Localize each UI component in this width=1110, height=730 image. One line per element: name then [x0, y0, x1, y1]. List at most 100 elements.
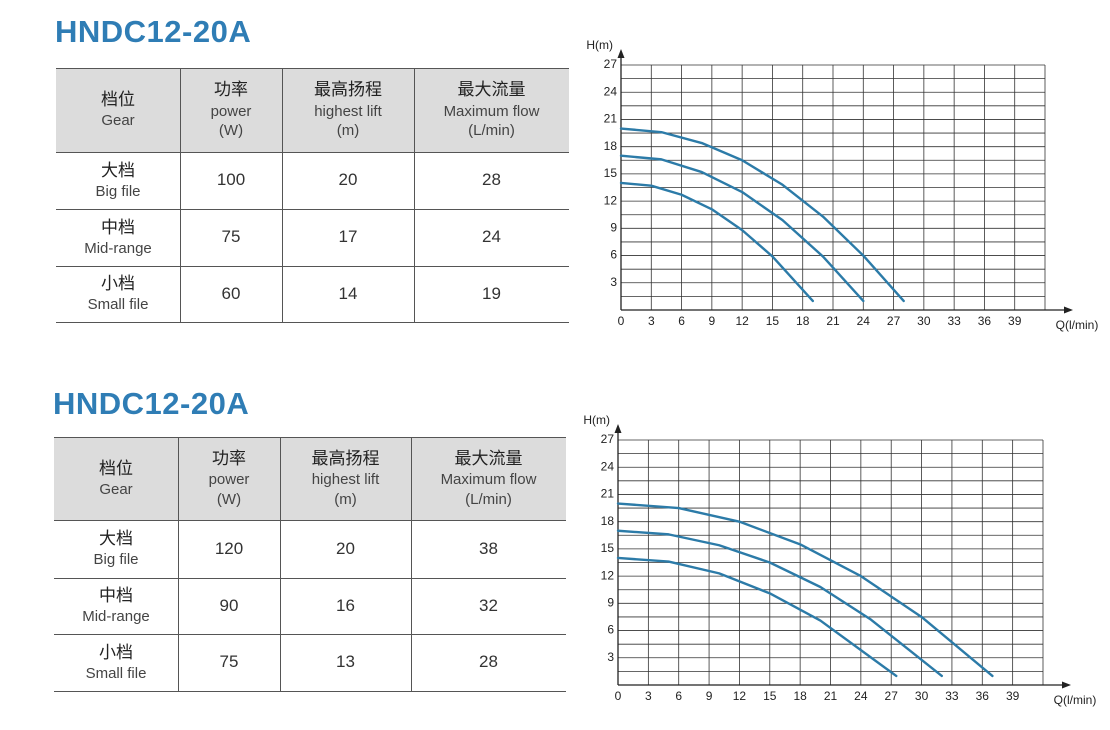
x-tick-label: 30: [917, 314, 931, 328]
pump-curve: [616, 556, 898, 678]
table-cell: 大档 Big file: [54, 520, 178, 578]
cell-line: (W): [216, 490, 242, 508]
cell-value: 17: [338, 227, 358, 247]
header-cell: 最大流量 Maximum flow (L/min): [414, 68, 569, 152]
cell-line: Gear: [99, 480, 133, 498]
x-axis-arrow: [1064, 306, 1073, 314]
table-cell: 14: [282, 266, 414, 322]
y-tick-label: 3: [610, 275, 617, 289]
cell-line: (m): [334, 490, 357, 508]
x-tick-label: 18: [793, 689, 807, 703]
cell-line: Mid-range: [84, 239, 152, 257]
x-tick-label: 27: [885, 689, 899, 703]
x-tick-label: 27: [887, 314, 901, 328]
header-cell: 最高扬程 highest lift (m): [282, 68, 414, 152]
pump-curve: [619, 127, 905, 303]
x-tick-label: 24: [854, 689, 868, 703]
table-cell: 32: [411, 578, 566, 634]
col-border: [414, 68, 415, 322]
row-border: [54, 437, 566, 438]
y-axis-arrow: [614, 424, 622, 433]
y-tick-label: 15: [601, 541, 615, 555]
header-cell: 功率 power (W): [178, 437, 280, 520]
row-border: [56, 266, 569, 267]
row-border: [56, 322, 569, 323]
cell-line: power: [210, 102, 252, 120]
table-cell: 60: [180, 266, 282, 322]
cell-value: 28: [482, 170, 501, 190]
x-axis-arrow: [1062, 681, 1071, 689]
cell-value: 60: [221, 283, 241, 303]
x-tick-label: 6: [678, 314, 685, 328]
table-cell: 大档 Big file: [56, 152, 180, 209]
table-cell: 中档 Mid-range: [54, 578, 178, 634]
cell-line: 最高扬程: [311, 448, 380, 468]
cell-value: 19: [482, 283, 501, 303]
col-border: [280, 437, 281, 691]
cell-line: 功率: [214, 80, 248, 100]
cell-line: 档位: [101, 90, 135, 110]
y-tick-label: 12: [601, 568, 615, 582]
table-cell: 13: [280, 634, 411, 691]
cell-line: Gear: [101, 112, 135, 130]
y-tick-label: 21: [604, 112, 618, 126]
pump-curve: [619, 154, 865, 303]
x-tick-label: 6: [675, 689, 682, 703]
header-cell: 功率 power (W): [180, 68, 282, 152]
col-border: [411, 437, 412, 691]
cell-value: 75: [219, 652, 239, 672]
x-tick-label: 12: [735, 314, 749, 328]
table-cell: 38: [411, 520, 566, 578]
table-cell: 24: [414, 209, 569, 266]
y-tick-label: 9: [610, 221, 617, 235]
cell-line: power: [208, 471, 250, 489]
table-cell: 20: [282, 152, 414, 209]
cell-value: 20: [336, 538, 355, 558]
header-cell: 档位 Gear: [56, 68, 180, 152]
x-tick-label: 3: [645, 689, 652, 703]
row-border: [54, 634, 566, 635]
table-cell: 中档 Mid-range: [56, 209, 180, 266]
y-axis-arrow: [617, 49, 625, 58]
y-tick-label: 3: [607, 650, 614, 664]
cell-line: Small file: [87, 296, 149, 314]
x-tick-label: 39: [1008, 314, 1022, 328]
y-tick-label: 15: [604, 166, 618, 180]
table-cell: 120: [178, 520, 280, 578]
x-tick-label: 24: [857, 314, 871, 328]
col-border: [282, 68, 283, 322]
cell-line: 大档: [101, 160, 135, 180]
cell-line: (m): [336, 122, 360, 140]
table-cell: 100: [180, 152, 282, 209]
cell-value: 90: [219, 595, 239, 615]
x-tick-label: 33: [945, 689, 959, 703]
x-tick-label: 0: [618, 314, 625, 328]
table-cell: 小档 Small file: [54, 634, 178, 691]
col-border: [180, 68, 181, 322]
cell-line: 小档: [99, 642, 133, 662]
row-border: [56, 152, 569, 153]
cell-value: 75: [221, 227, 241, 247]
cell-line: Maximum flow: [440, 471, 537, 489]
cell-line: Maximum flow: [443, 102, 540, 120]
header-cell: 最高扬程 highest lift (m): [280, 437, 411, 520]
x-tick-label: 21: [824, 689, 838, 703]
cell-line: Mid-range: [82, 608, 150, 626]
x-tick-label: 9: [709, 314, 716, 328]
row-border: [54, 578, 566, 579]
row-border: [54, 520, 566, 521]
table-cell: 28: [411, 634, 566, 691]
row-border: [56, 68, 569, 69]
cell-value: 120: [214, 538, 244, 558]
cell-line: 最大流量: [457, 80, 526, 100]
cell-line: (L/min): [465, 490, 512, 508]
table-cell: 75: [178, 634, 280, 691]
cell-line: Big file: [95, 182, 141, 200]
table-cell: 17: [282, 209, 414, 266]
cell-value: 20: [338, 170, 358, 190]
cell-value: 24: [482, 227, 501, 247]
cell-line: (L/min): [468, 122, 515, 140]
cell-line: 中档: [101, 217, 135, 237]
